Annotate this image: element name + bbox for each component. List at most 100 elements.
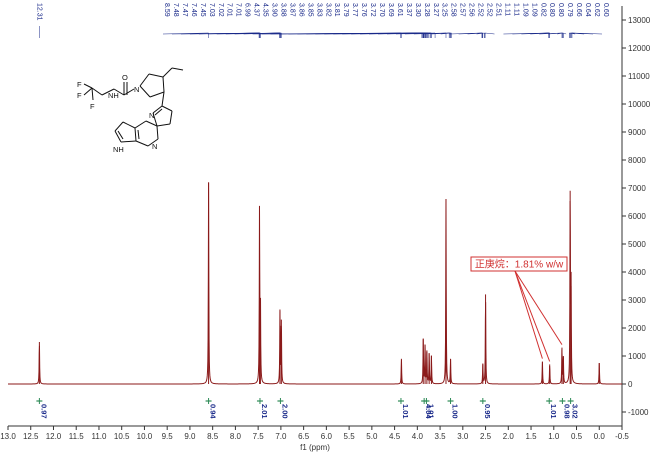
peak-label: 7.02 (217, 3, 224, 17)
peak-label: 0.66 (575, 3, 582, 17)
peak-label-leader (485, 32, 495, 35)
peak-label: 7.48 (172, 3, 179, 17)
peak-label: 3.87 (288, 3, 295, 17)
annotation-arrow (514, 270, 543, 359)
peak-label: 0.80 (557, 3, 564, 17)
peak-label: 3.86 (297, 3, 304, 17)
y-tick-label: 1000 (628, 352, 646, 361)
peak-label-leader (548, 32, 563, 35)
spectrum (8, 182, 622, 385)
integral-label: 2.00 (280, 404, 289, 419)
y-tick-label: 13000 (628, 16, 651, 25)
integral-label: 3.02 (571, 404, 580, 419)
x-tick-label: 5.5 (344, 432, 356, 441)
x-tick-label: 8.0 (230, 432, 242, 441)
integral-label: 1.01 (426, 404, 435, 419)
peak-label: 3.76 (360, 3, 367, 17)
peak-label: 0.79 (566, 3, 573, 17)
x-tick-label: 11.0 (91, 432, 107, 441)
atom-pyrrolidine-n: N (134, 85, 139, 94)
x-tick-label: 11.5 (69, 432, 85, 441)
integral-label: 1.00 (451, 404, 460, 419)
peak-label: 4.37 (253, 3, 260, 17)
peak-label: 3.81 (333, 3, 340, 17)
peak-label: 3.79 (342, 3, 349, 17)
peak-label: 3.85 (306, 3, 313, 17)
peak-label: 7.01 (235, 3, 242, 17)
x-tick-label: -0.5 (615, 432, 629, 441)
y-tick-label: 10000 (628, 100, 651, 109)
peak-label: 7.45 (199, 3, 206, 17)
peak-label: 3.25 (441, 3, 448, 17)
x-tick-label: 12.0 (46, 432, 62, 441)
peak-label: 3.69 (387, 3, 394, 17)
x-tick-label: 3.0 (457, 432, 469, 441)
spectrum-line (8, 182, 622, 385)
y-tick-label: -1000 (628, 408, 649, 417)
x-tick-label: 3.5 (435, 432, 447, 441)
peak-label: 2.58 (450, 3, 457, 17)
peak-label: 6.99 (244, 3, 251, 17)
peak-label-leader (162, 32, 209, 35)
peak-label-leader (530, 32, 550, 35)
peak-label: 0.60 (602, 3, 609, 17)
x-tick-label: 12.5 (23, 432, 39, 441)
integral-label: 0.97 (39, 404, 48, 419)
x-tick-label: 0.0 (594, 432, 606, 441)
peak-label-leader (476, 32, 485, 35)
peak-label: 1.09 (530, 3, 537, 17)
integral-label: 4.04 (424, 404, 433, 419)
atom-amide-nh: NH (108, 91, 119, 100)
x-tick-label: 2.0 (503, 432, 515, 441)
peak-label: 0.80 (548, 3, 555, 17)
y-axis: -1000 0 1000 2000 3000 4000 5000 6000 7000 8000 90… (621, 6, 651, 426)
x-tick-label: 10.0 (137, 432, 153, 441)
x-tick-label: 2.5 (480, 432, 492, 441)
molecule-structure: F F F NH O N N N NH (77, 67, 184, 154)
x-tick-label: 9.0 (184, 432, 196, 441)
x-tick-label: 8.5 (207, 432, 219, 441)
peak-label: 3.27 (432, 3, 439, 17)
peak-label: 3.77 (351, 3, 358, 17)
peak-label: 8.59 (163, 3, 170, 17)
x-tick-label: 13.0 (0, 432, 16, 441)
x-tick-label: 6.0 (321, 432, 333, 441)
annotation-text: 正庚烷：1.81% w/w (475, 258, 564, 271)
atom-pyrazine-n: N (152, 142, 157, 151)
x-tick-label: 6.5 (298, 432, 310, 441)
peak-label: 3.90 (271, 3, 278, 17)
annotation-box (470, 256, 568, 272)
peak-label-leader (571, 32, 603, 35)
peak-label: 2.52 (486, 3, 493, 17)
y-tick-label: 3000 (628, 296, 646, 305)
atom-fluorine-3: F (90, 102, 95, 111)
x-tick-label: 0.5 (571, 432, 583, 441)
peak-label: 1.11 (503, 3, 510, 16)
peak-label: 7.01 (226, 3, 233, 17)
atom-fluorine-1: F (77, 80, 82, 89)
integral-label: 0.95 (483, 404, 492, 419)
integral-label: 0.94 (209, 404, 218, 419)
x-tick-label: 9.5 (162, 432, 174, 441)
x-tick-label: 4.5 (389, 432, 401, 441)
y-tick-label: 12000 (628, 44, 651, 53)
y-tick-label: 9000 (628, 128, 646, 137)
peak-label: 7.03 (208, 3, 215, 17)
atom-ring-nh: NH (113, 145, 124, 154)
peak-label: 7.47 (181, 3, 188, 17)
peak-label: 3.88 (279, 3, 286, 17)
peak-label: 2.57 (459, 3, 466, 17)
peak-label-leader (467, 32, 483, 35)
peak-label: 3.37 (405, 3, 412, 17)
peak-label: 0.64 (584, 3, 591, 17)
y-tick-label: 6000 (628, 212, 646, 221)
peak-label: 12.31 (35, 3, 42, 21)
annotation: 正庚烷：1.81% w/w (470, 256, 568, 362)
peak-label: 0.82 (539, 3, 546, 17)
integral-label: 0.98 (562, 404, 571, 419)
peak-label: 3.61 (396, 3, 403, 17)
peak-label: 3.30 (414, 3, 421, 17)
peak-label: 4.35 (262, 3, 269, 17)
